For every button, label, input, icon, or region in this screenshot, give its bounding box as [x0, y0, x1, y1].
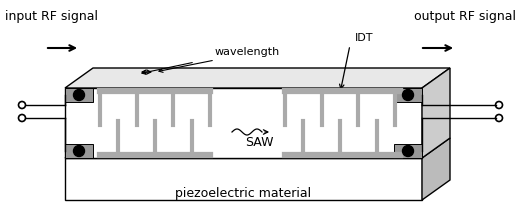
Polygon shape	[65, 88, 93, 102]
Text: wavelength: wavelength	[215, 47, 280, 57]
Polygon shape	[65, 144, 93, 158]
Polygon shape	[65, 88, 422, 158]
Circle shape	[73, 90, 84, 101]
Text: output RF signal: output RF signal	[414, 10, 516, 23]
Text: IDT: IDT	[355, 33, 374, 43]
Circle shape	[403, 90, 414, 101]
Text: piezoelectric material: piezoelectric material	[175, 187, 311, 201]
Polygon shape	[422, 138, 450, 200]
Text: SAW: SAW	[245, 136, 274, 150]
Circle shape	[403, 145, 414, 157]
Circle shape	[73, 145, 84, 157]
Text: input RF signal: input RF signal	[5, 10, 98, 23]
Polygon shape	[394, 88, 422, 102]
Polygon shape	[65, 68, 450, 88]
Polygon shape	[394, 144, 422, 158]
Polygon shape	[65, 158, 422, 200]
Polygon shape	[65, 138, 450, 158]
Polygon shape	[422, 68, 450, 158]
